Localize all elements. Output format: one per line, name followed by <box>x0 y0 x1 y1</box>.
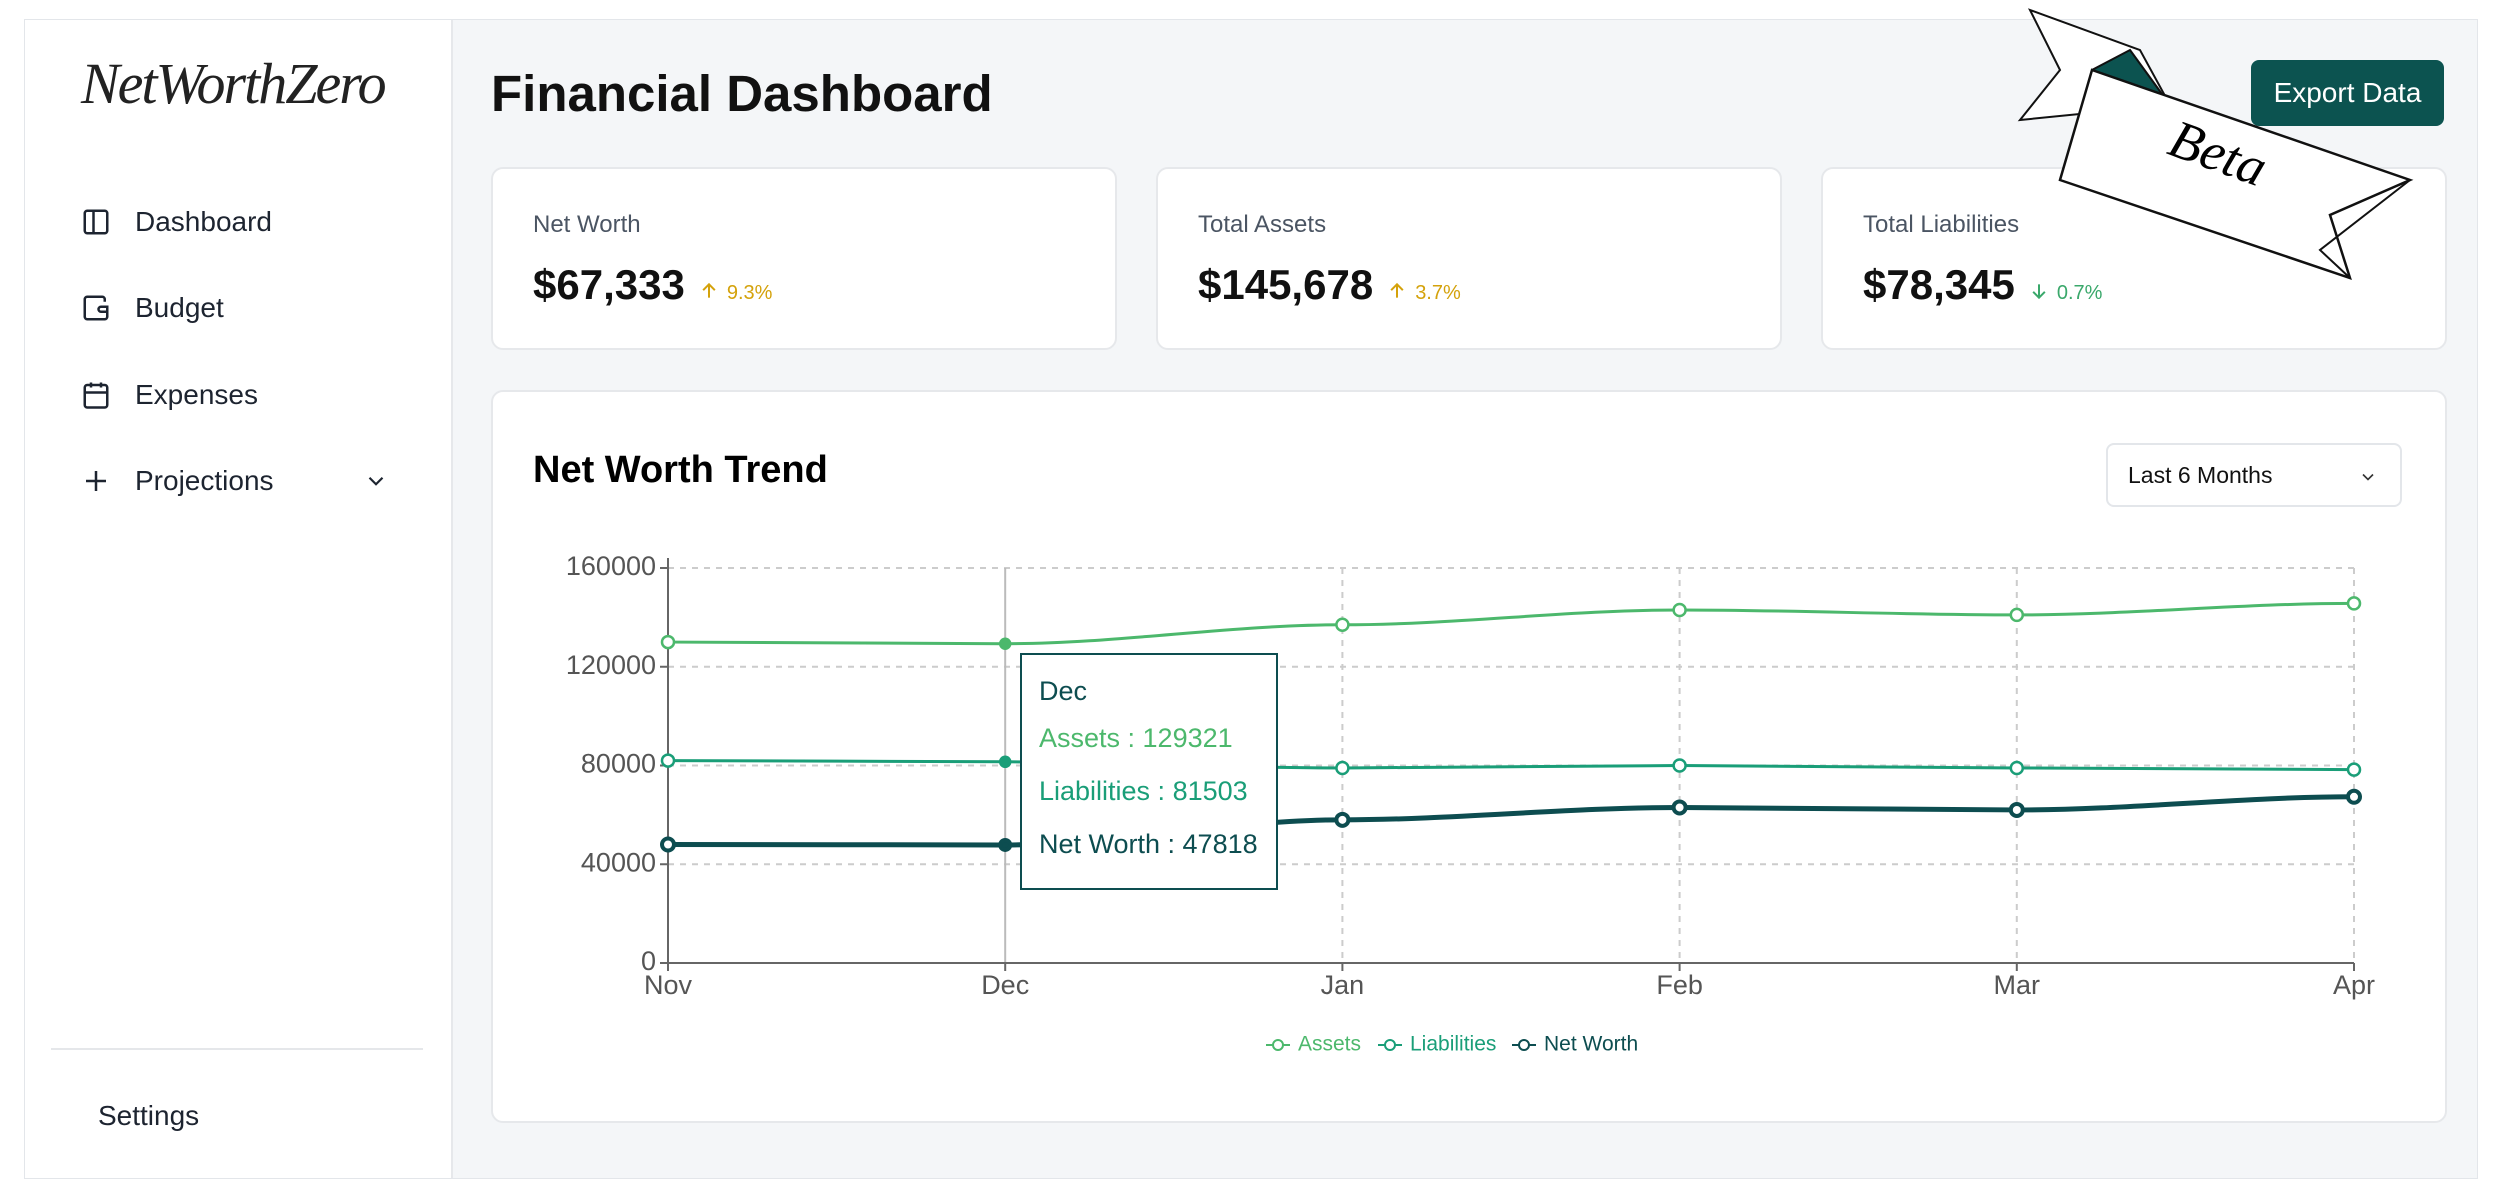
x-tick-label: Apr <box>2333 970 2375 1000</box>
card-value: $145,678 3.7% <box>1198 261 1461 309</box>
legend-swatch <box>1272 1039 1284 1051</box>
series-line <box>667 601 2355 646</box>
card-value: $67,333 9.3% <box>533 261 772 309</box>
data-point <box>2346 762 2362 777</box>
change: 3.7% <box>1387 282 1461 304</box>
change: 0.7% <box>2029 282 2103 304</box>
data-point <box>1334 811 1351 828</box>
value: $78,345 <box>1863 261 2015 308</box>
data-point <box>1672 758 1687 773</box>
nav-item[interactable]: Projections <box>81 465 384 497</box>
change: 9.3% <box>699 282 773 304</box>
data-point <box>2346 788 2362 805</box>
series-line <box>667 759 2355 772</box>
legend-label: Assets <box>1298 1033 1361 1056</box>
page-title: Financial Dashboard <box>491 65 993 122</box>
logo[interactable]: NetWorthZero <box>81 51 387 116</box>
tooltip-row: Net Worth : 47818 <box>1039 829 1258 859</box>
nav-item[interactable]: Budget <box>81 292 224 324</box>
change-value: 9.3% <box>726 282 773 304</box>
tooltip-row: Liabilities : 81503 <box>1039 776 1248 806</box>
data-point <box>1672 602 1687 618</box>
data-point <box>660 634 676 650</box>
card-label: Total Assets <box>1198 211 1327 238</box>
nav-item[interactable]: Expenses <box>81 379 258 411</box>
app: NetWorthZero Dashboard Budget Expenses P… <box>24 19 2478 1179</box>
x-tick-label: Jan <box>1321 970 1365 1000</box>
range-select[interactable]: Last 6 Months <box>2106 443 2402 507</box>
chart-title: Net Worth Trend <box>533 449 828 491</box>
data-point <box>998 837 1013 852</box>
card-label: Net Worth <box>533 211 641 238</box>
y-tick-label: 40000 <box>581 847 656 877</box>
nav-label: Projections <box>135 465 274 496</box>
change-value: 0.7% <box>2056 282 2103 304</box>
data-point <box>2008 801 2025 818</box>
data-point <box>660 753 676 768</box>
sidebar: NetWorthZero Dashboard Budget Expenses P… <box>25 20 453 1178</box>
data-point <box>2009 607 2025 623</box>
stat-card: Net Worth $67,333 9.3% <box>491 167 1117 350</box>
nav-label: Expenses <box>135 379 258 410</box>
x-tick-label: Dec <box>981 970 1029 1000</box>
range-label: Last 6 Months <box>2128 461 2273 488</box>
card-label: Total Liabilities <box>1863 211 2020 238</box>
change-value: 3.7% <box>1415 282 1461 304</box>
legend-label: Net Worth <box>1544 1033 1638 1056</box>
data-point <box>1335 760 1350 776</box>
divider <box>51 1048 423 1050</box>
value: $67,333 <box>533 261 685 308</box>
nav-item[interactable]: Dashboard <box>81 206 272 238</box>
data-point <box>998 755 1012 769</box>
export-button[interactable]: Export Data <box>2251 60 2444 126</box>
data-point <box>1671 799 1688 816</box>
tooltip-row: Assets : 129321 <box>1039 723 1233 753</box>
legend-label: Liabilities <box>1410 1033 1496 1056</box>
x-tick-label: Feb <box>1656 970 1703 1000</box>
y-tick-label: 80000 <box>581 749 656 779</box>
nav-label: Dashboard <box>135 206 272 237</box>
card-value: $78,345 0.7% <box>1863 261 2102 309</box>
data-point <box>2009 760 2025 776</box>
settings-link[interactable]: Settings <box>98 1100 200 1131</box>
legend-swatch <box>1384 1039 1396 1051</box>
data-point <box>1335 617 1350 633</box>
value: $145,678 <box>1198 261 1374 308</box>
y-tick-label: 160000 <box>566 551 656 581</box>
beta-ribbon: Beta <box>2017 8 2414 280</box>
x-tick-label: Mar <box>1994 970 2041 1000</box>
data-point <box>660 836 676 853</box>
tooltip-title: Dec <box>1039 676 1087 706</box>
series-line <box>667 794 2355 848</box>
legend-swatch <box>1518 1039 1530 1051</box>
chart: Net Worth Trend 0 40000 80000 120000 160000 N… <box>533 449 2375 1056</box>
x-tick-label: Nov <box>644 970 693 1000</box>
chart-card: Net Worth Trend 0 40000 80000 120000 160000 N… <box>491 390 2447 1123</box>
y-tick-label: 0 <box>641 946 656 976</box>
data-point <box>998 637 1012 650</box>
y-tick-label: 120000 <box>566 650 656 680</box>
stat-card: Total Assets $145,678 3.7% <box>1156 167 1782 350</box>
tooltip <box>1020 653 1278 890</box>
nav-label: Budget <box>135 292 224 323</box>
data-point <box>2346 596 2362 611</box>
